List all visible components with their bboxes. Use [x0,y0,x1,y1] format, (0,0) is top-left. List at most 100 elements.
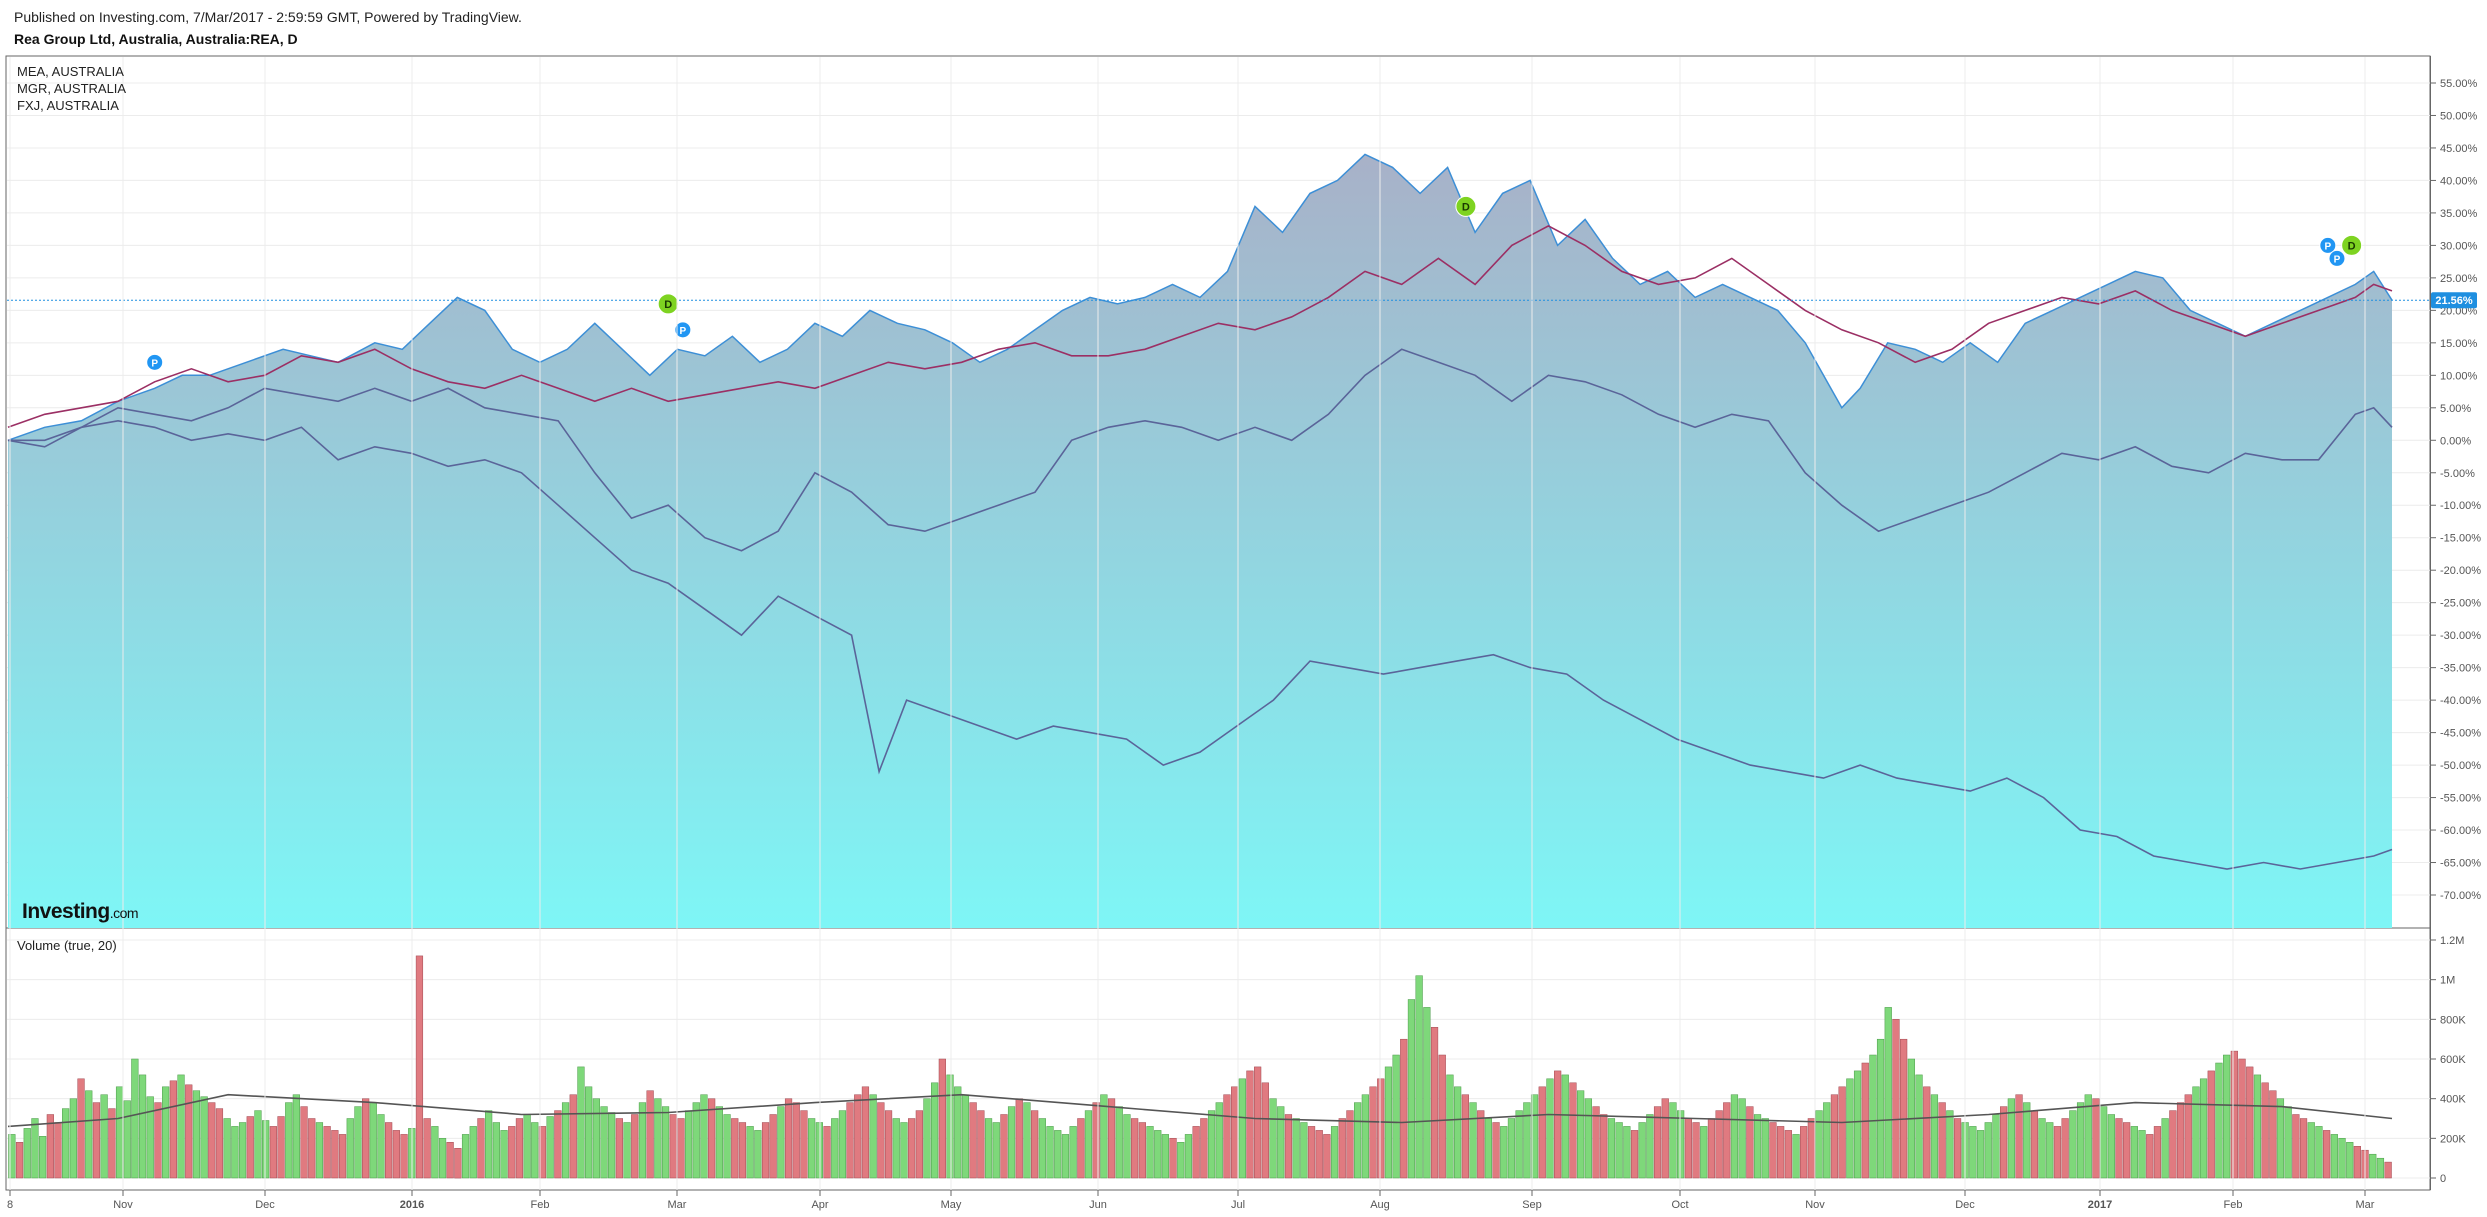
price-tick-label: 55.00% [2440,78,2478,90]
event-marker-label: D [664,299,672,311]
split-marker[interactable]: P [2319,236,2337,254]
volume-bar [961,1094,970,1179]
volume-bar [354,1106,362,1179]
volume-bar [1661,1098,1669,1179]
volume-bar [492,1122,500,1179]
volume-bar [900,1122,908,1179]
volume-bar [2307,1122,2315,1179]
volume-bar [2153,1126,2162,1179]
volume-bar [2076,1102,2085,1179]
volume-tick-label: 1.2M [2440,935,2464,947]
volume-bar [1784,1130,1792,1179]
volume-bar [423,1118,431,1179]
time-tick-label: 2017 [2088,1199,2112,1211]
volume-bar [831,1118,839,1179]
price-tick-label: 25.00% [2440,273,2478,285]
price-tick-label: -40.00% [2440,695,2481,707]
volume-bar [1231,1086,1239,1179]
volume-bar [1123,1114,1131,1179]
volume-bar [1077,1118,1085,1179]
published-caption: Published on Investing.com, 7/Mar/2017 -… [14,9,522,25]
volume-tick-label: 1M [2440,975,2455,987]
volume-bar [1330,1126,1339,1179]
price-tick-label: 20.00% [2440,305,2478,317]
volume-bar [1630,1130,1639,1179]
price-badge: 21.56% [2431,292,2477,309]
time-tick-label: Mar [2356,1199,2375,1211]
dividend-marker[interactable]: D [657,293,679,315]
volume-bar [292,1094,300,1179]
price-tick-label: 45.00% [2440,143,2478,155]
volume-bar [77,1078,85,1179]
volume-bar [162,1086,170,1179]
dividend-marker[interactable]: D [2341,234,2363,256]
volume-bar [646,1090,654,1179]
volume-bar [2084,1094,2092,1179]
split-marker[interactable]: P [674,321,692,339]
logo-suffix: .com [110,905,138,921]
volume-bar [2169,1110,2177,1179]
volume-bar [415,955,424,1179]
volume-bar [192,1090,201,1179]
volume-bar [515,1118,524,1179]
price-tick-label: -55.00% [2440,793,2481,805]
volume-bar [362,1098,370,1179]
volume-bar [1515,1110,1523,1179]
logo-brand: Investing [22,900,110,923]
volume-bar [400,1134,408,1179]
volume-bar [1300,1122,1308,1179]
volume-bar [1423,1007,1431,1179]
volume-bar [1469,1102,1477,1179]
price-axis: 55.00% 50.00% 45.00% 40.00% 35.00% 30.00% 25.0… [2430,78,2481,902]
volume-bar [1769,1122,1777,1179]
dividend-marker[interactable]: D [1455,195,1477,217]
price-tick-label: 50.00% [2440,110,2478,122]
volume-bar [585,1086,593,1179]
volume-bar [1015,1098,1023,1179]
chart-title: Rea Group Ltd, Australia, Australia:REA,… [14,31,298,47]
volume-bar [323,1126,331,1179]
volume-bar [262,1120,270,1179]
volume-bar [231,1126,239,1179]
volume-bar [39,1136,47,1179]
volume-bar [138,1074,147,1179]
volume-bar [2038,1118,2046,1179]
volume-bar [1561,1074,1569,1179]
volume-bar [1538,1086,1546,1179]
volume-bar [1100,1094,1108,1179]
volume-bar [2092,1098,2100,1179]
volume-bar [592,1098,600,1179]
volume-bar [62,1108,70,1179]
price-axis-divider [2430,56,2431,1190]
volume-bar [1753,1114,1762,1179]
volume-bar [938,1058,946,1179]
split-marker[interactable]: P [2328,249,2346,267]
volume-bar [2246,1066,2254,1179]
volume-tick-label: 200K [2440,1133,2466,1145]
volume-bar [661,1106,670,1179]
volume-bar [715,1106,723,1179]
volume-bar [2276,1098,2285,1179]
volume-bar [2176,1102,2185,1179]
volume-bar [823,1126,831,1179]
volume-bar [131,1058,139,1179]
time-tick-label: Jul [1231,1199,1245,1211]
volume-bar [2207,1070,2215,1179]
volume-bar [1338,1118,1346,1179]
volume-bar [2238,1058,2246,1179]
volume-bar [1031,1110,1039,1179]
time-tick-label: 2016 [400,1199,424,1211]
volume-bar [854,1094,862,1179]
time-tick-label: Dec [255,1199,275,1211]
price-tick-label: 0.00% [2440,435,2471,447]
split-marker[interactable]: P [146,353,164,371]
volume-bar [1161,1134,1169,1179]
price-tick-label: -70.00% [2440,890,2481,902]
volume-bar [908,1118,916,1179]
price-tick-label: -15.00% [2440,533,2481,545]
legend-item-fxj: FXJ, AUSTRALIA [17,98,119,113]
volume-bar [984,1118,993,1179]
volume-bar [1761,1118,1769,1179]
volume-bar [285,1102,293,1179]
